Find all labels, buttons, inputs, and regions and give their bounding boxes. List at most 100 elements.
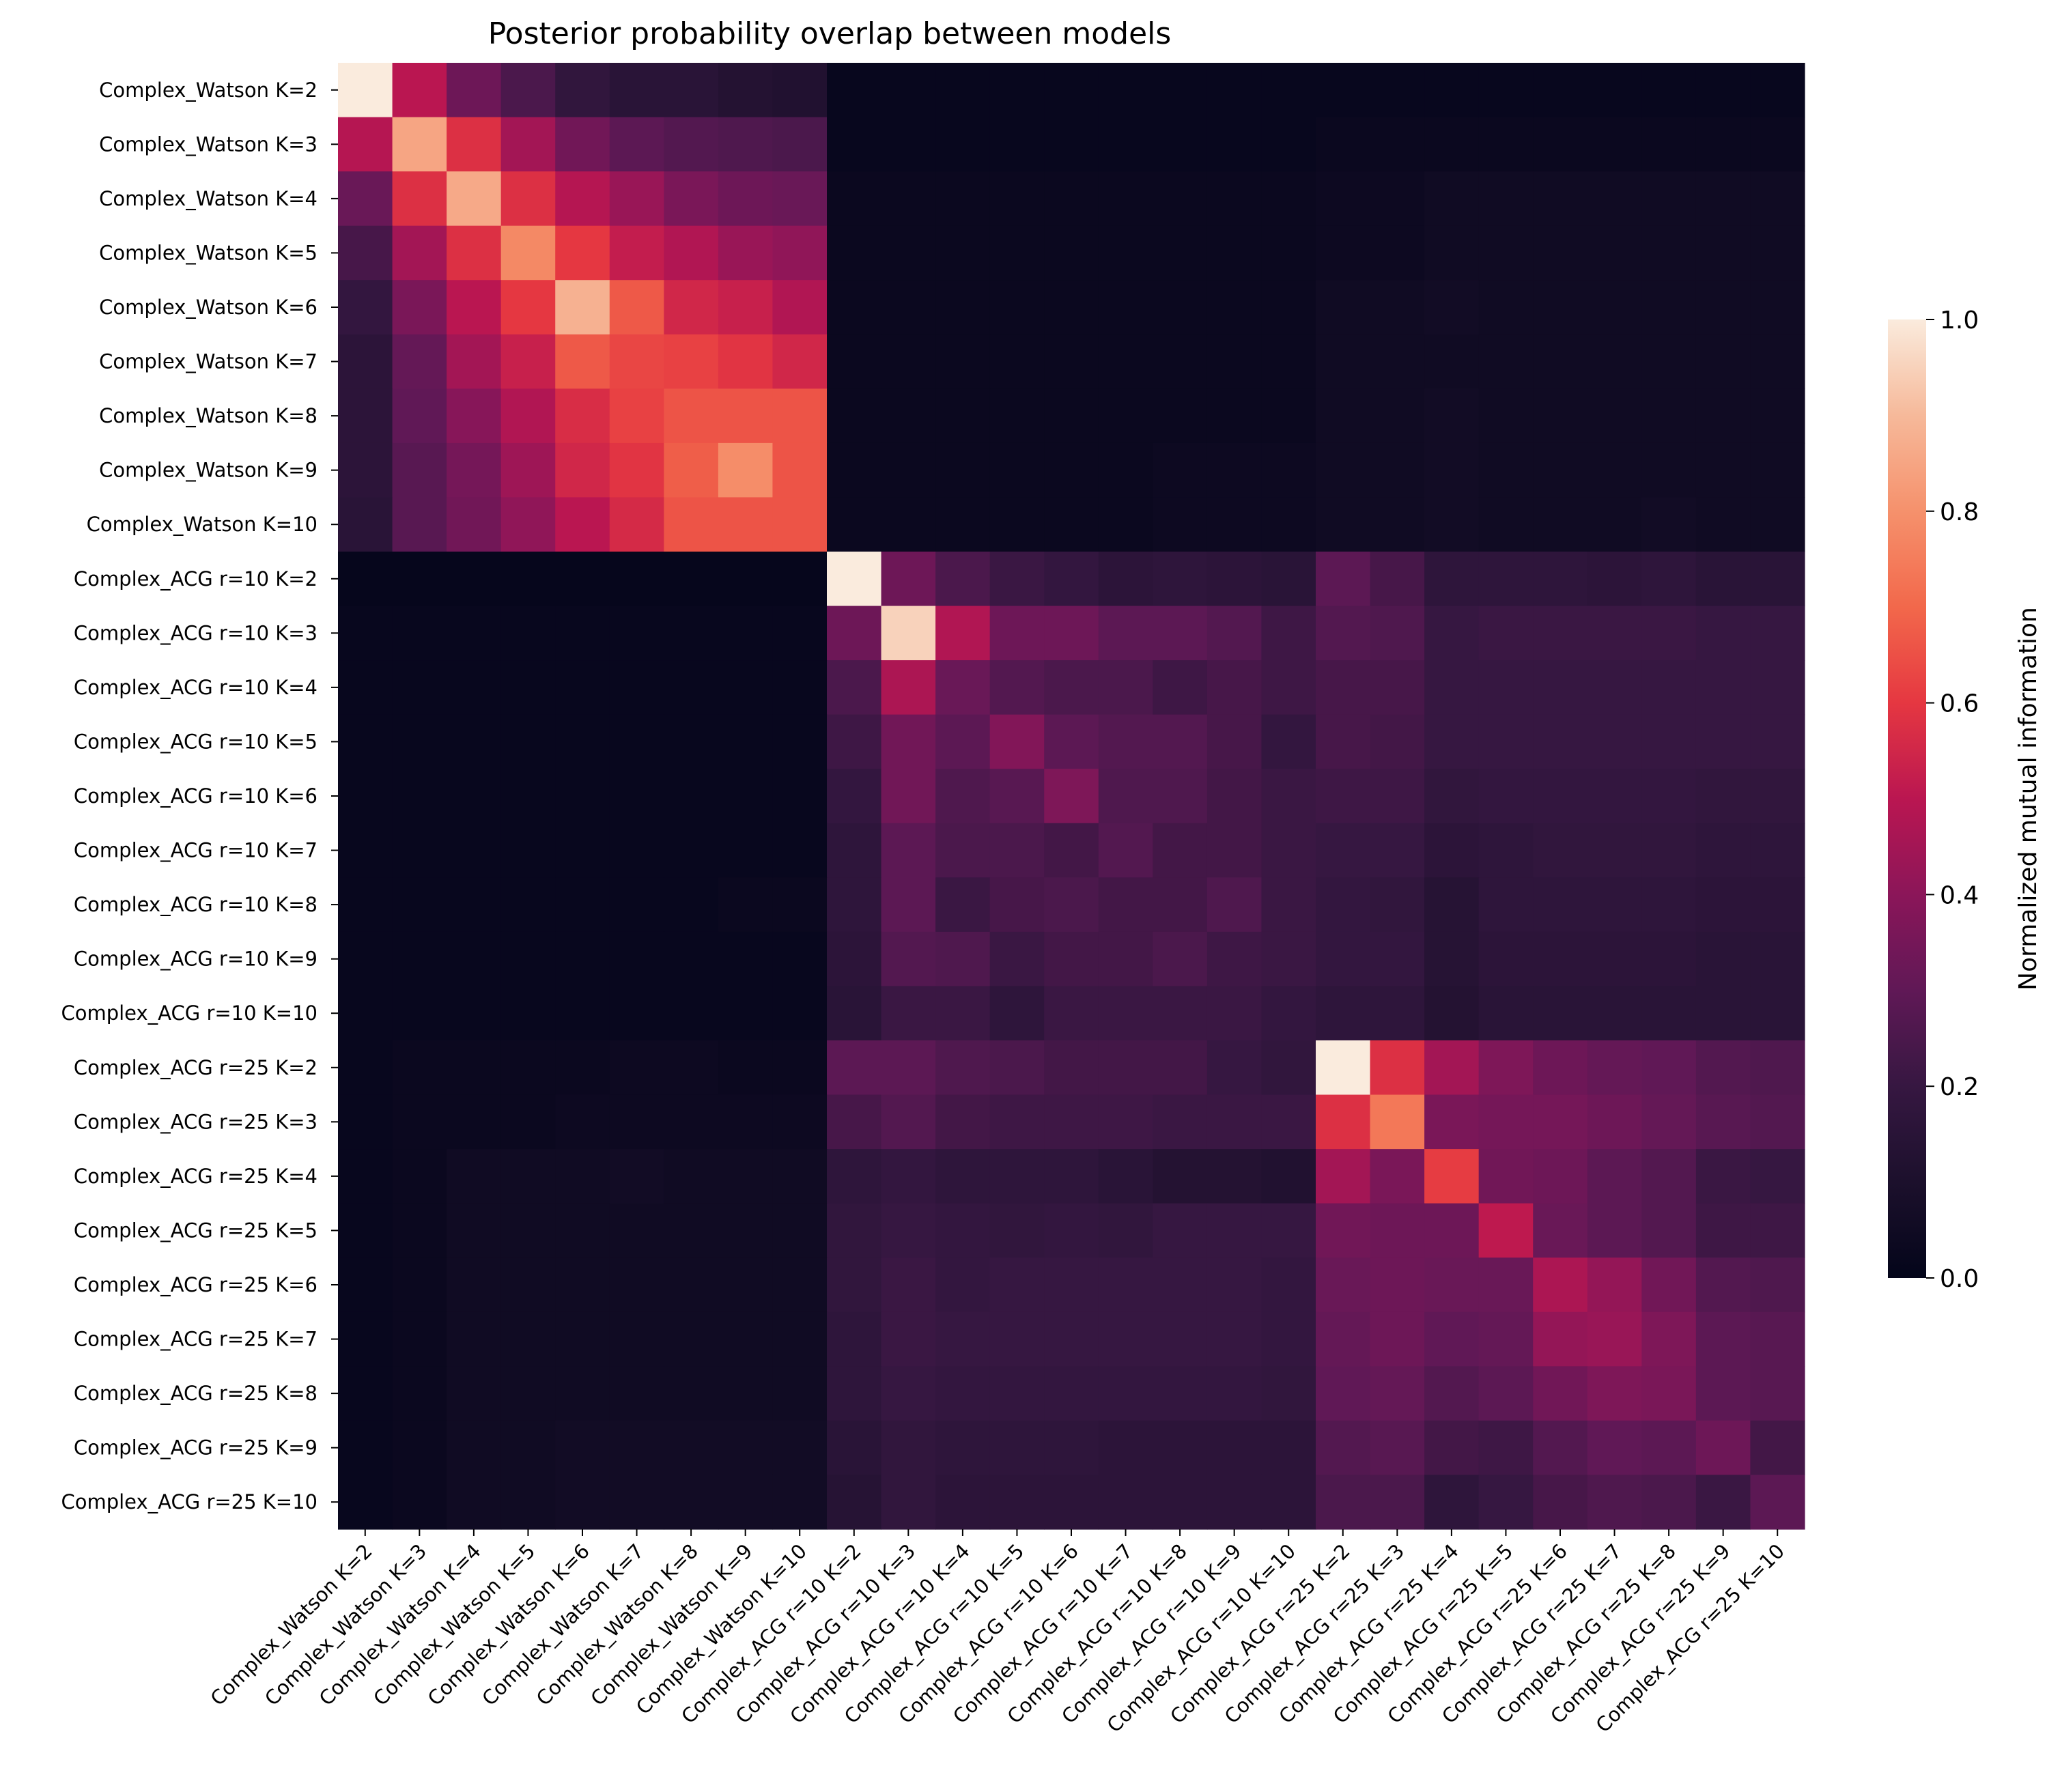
heatmap-cell bbox=[1478, 497, 1534, 552]
heatmap-cell bbox=[447, 986, 502, 1041]
heatmap-cell bbox=[1206, 334, 1262, 389]
heatmap-cell bbox=[1316, 1203, 1371, 1258]
heatmap-cell bbox=[338, 769, 393, 824]
heatmap-cell bbox=[1370, 552, 1425, 607]
heatmap-cell bbox=[718, 986, 774, 1041]
heatmap-cell bbox=[772, 606, 828, 661]
heatmap-cell bbox=[881, 117, 936, 172]
heatmap-cell bbox=[392, 334, 447, 389]
heatmap-cell bbox=[1750, 1311, 1805, 1367]
heatmap-cell bbox=[989, 769, 1045, 824]
heatmap-cell bbox=[1316, 497, 1371, 552]
heatmap-cell bbox=[1750, 931, 1805, 987]
heatmap-cell bbox=[772, 334, 828, 389]
heatmap-cell bbox=[1206, 769, 1262, 824]
heatmap-cell bbox=[1316, 171, 1371, 227]
heatmap-cell bbox=[338, 171, 393, 227]
heatmap-cell bbox=[989, 171, 1045, 227]
heatmap-cell bbox=[935, 1420, 991, 1476]
heatmap-cell bbox=[1153, 823, 1208, 878]
heatmap-cell bbox=[664, 660, 719, 715]
y-tick-label: Complex_Watson K=9 bbox=[99, 459, 317, 482]
heatmap-cell bbox=[447, 1311, 502, 1367]
heatmap-cell bbox=[935, 552, 991, 607]
heatmap-cell bbox=[989, 1366, 1045, 1421]
heatmap-cell bbox=[1370, 225, 1425, 281]
heatmap-cell bbox=[1533, 986, 1588, 1041]
heatmap-cell bbox=[1750, 986, 1805, 1041]
heatmap-cell bbox=[1153, 117, 1208, 172]
heatmap-cell bbox=[447, 1366, 502, 1421]
heatmap-cell bbox=[1695, 1094, 1751, 1150]
heatmap-cell bbox=[881, 497, 936, 552]
heatmap-cell bbox=[718, 931, 774, 987]
heatmap-cell bbox=[1098, 171, 1153, 227]
heatmap-cell bbox=[392, 877, 447, 933]
heatmap-cell bbox=[1206, 1257, 1262, 1313]
heatmap-cell bbox=[1153, 442, 1208, 498]
heatmap-cell bbox=[1044, 1203, 1099, 1258]
heatmap-cell bbox=[718, 225, 774, 281]
heatmap-cell bbox=[447, 931, 502, 987]
heatmap-cell bbox=[447, 1040, 502, 1096]
heatmap-cell bbox=[1206, 552, 1262, 607]
heatmap-cell bbox=[1261, 1094, 1316, 1150]
heatmap-cell bbox=[1533, 660, 1588, 715]
heatmap-cell bbox=[989, 931, 1045, 987]
heatmap-cell bbox=[827, 660, 882, 715]
heatmap-cell bbox=[827, 388, 882, 444]
heatmap-cell bbox=[827, 1420, 882, 1476]
heatmap-cell bbox=[392, 497, 447, 552]
heatmap-cell bbox=[338, 225, 393, 281]
heatmap-cell bbox=[935, 1203, 991, 1258]
heatmap-cell bbox=[989, 63, 1045, 118]
heatmap-cell bbox=[827, 606, 882, 661]
heatmap-cell bbox=[1641, 1311, 1697, 1367]
heatmap-cell bbox=[827, 442, 882, 498]
heatmap-cell bbox=[1750, 769, 1805, 824]
heatmap-cell bbox=[664, 552, 719, 607]
heatmap-cell bbox=[609, 931, 664, 987]
heatmap-cell bbox=[935, 1094, 991, 1150]
heatmap-cell bbox=[1098, 552, 1153, 607]
heatmap-cell bbox=[772, 714, 828, 769]
heatmap-cell bbox=[609, 1040, 664, 1096]
heatmap-cell bbox=[1424, 606, 1480, 661]
heatmap-cell bbox=[1370, 1149, 1425, 1204]
colorbar-ticks: 1.0 0.8 0.6 0.4 0.2 0.0 bbox=[1926, 307, 1979, 1293]
heatmap-cell bbox=[664, 1420, 719, 1476]
heatmap-cell bbox=[1370, 660, 1425, 715]
heatmap-cell bbox=[338, 1311, 393, 1367]
heatmap-cell bbox=[609, 1366, 664, 1421]
heatmap-cell bbox=[1695, 552, 1751, 607]
heatmap-cell bbox=[609, 823, 664, 878]
heatmap-cell bbox=[935, 1311, 991, 1367]
heatmap-cell bbox=[989, 1311, 1045, 1367]
heatmap-cell bbox=[392, 442, 447, 498]
heatmap-cell bbox=[555, 1475, 610, 1530]
heatmap-cell bbox=[1206, 823, 1262, 878]
heatmap-cell bbox=[989, 986, 1045, 1041]
heatmap-cell bbox=[1098, 1040, 1153, 1096]
colorbar-tick-label: 0.8 bbox=[1940, 498, 1979, 526]
heatmap-cell bbox=[664, 497, 719, 552]
heatmap-cell bbox=[935, 606, 991, 661]
heatmap-cell bbox=[772, 1149, 828, 1204]
heatmap-cell bbox=[1424, 63, 1480, 118]
heatmap-cell bbox=[718, 497, 774, 552]
heatmap-cell bbox=[1478, 660, 1534, 715]
heatmap-cell bbox=[1533, 171, 1588, 227]
y-tick-label: Complex_ACG r=25 K=7 bbox=[74, 1328, 317, 1351]
heatmap-cell bbox=[1370, 1040, 1425, 1096]
heatmap-cell bbox=[1750, 606, 1805, 661]
heatmap-cell bbox=[1316, 769, 1371, 824]
y-tick-label: Complex_ACG r=25 K=6 bbox=[74, 1273, 317, 1296]
heatmap-cell bbox=[1261, 769, 1316, 824]
heatmap-cell bbox=[1044, 877, 1099, 933]
heatmap-cell bbox=[392, 280, 447, 335]
heatmap-cell bbox=[1206, 117, 1262, 172]
heatmap-cell bbox=[1587, 931, 1642, 987]
colorbar-tick-label: 0.2 bbox=[1940, 1073, 1979, 1101]
